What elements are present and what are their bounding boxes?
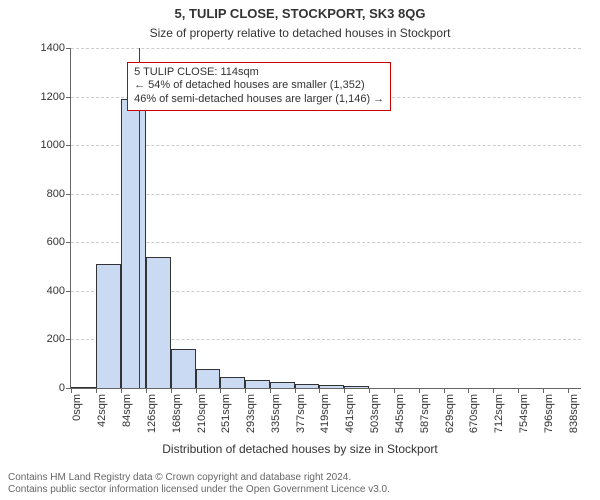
xtick-mark xyxy=(568,388,569,393)
grid-line xyxy=(71,48,581,49)
histogram-bar xyxy=(71,387,96,388)
histogram-bar xyxy=(295,384,320,388)
annotation-box: 5 TULIP CLOSE: 114sqm ← 54% of detached … xyxy=(127,62,391,111)
footer-line-2: Contains public sector information licen… xyxy=(8,484,592,496)
xtick-label: 796sqm xyxy=(543,394,555,433)
xtick-mark xyxy=(319,388,320,393)
xtick-label: 838sqm xyxy=(568,394,580,433)
grid-line xyxy=(71,242,581,243)
xtick-label: 377sqm xyxy=(295,394,307,433)
footer-line-1: Contains HM Land Registry data © Crown c… xyxy=(8,472,592,484)
xtick-mark xyxy=(171,388,172,393)
ytick-mark xyxy=(66,242,71,243)
histogram-bar xyxy=(196,369,220,388)
grid-line xyxy=(71,194,581,195)
ytick-mark xyxy=(66,145,71,146)
xtick-label: 126sqm xyxy=(146,394,158,433)
ytick-mark xyxy=(66,339,71,340)
plot-area: 02004006008001000120014000sqm42sqm84sqm1… xyxy=(70,48,581,389)
chart-subtitle: Size of property relative to detached ho… xyxy=(0,26,600,40)
xtick-mark xyxy=(419,388,420,393)
ytick-mark xyxy=(66,194,71,195)
histogram-bar xyxy=(96,264,121,388)
grid-line xyxy=(71,145,581,146)
xtick-mark xyxy=(394,388,395,393)
annotation-line-2: ← 54% of detached houses are smaller (1,… xyxy=(134,79,384,93)
xtick-label: 712sqm xyxy=(493,394,505,433)
xtick-label: 168sqm xyxy=(171,394,183,433)
xtick-mark xyxy=(96,388,97,393)
xtick-mark xyxy=(518,388,519,393)
xtick-label: 503sqm xyxy=(369,394,381,433)
histogram-bar xyxy=(319,385,344,388)
annotation-line-3: 46% of semi-detached houses are larger (… xyxy=(134,93,384,107)
xtick-mark xyxy=(543,388,544,393)
xtick-mark xyxy=(444,388,445,393)
ytick-label: 600 xyxy=(47,236,65,248)
chart-container: 5, TULIP CLOSE, STOCKPORT, SK3 8QG Size … xyxy=(0,0,600,500)
xtick-label: 210sqm xyxy=(196,394,208,433)
histogram-bar xyxy=(146,257,171,388)
histogram-bar xyxy=(121,99,146,388)
xtick-mark xyxy=(468,388,469,393)
ytick-mark xyxy=(66,97,71,98)
xtick-label: 629sqm xyxy=(444,394,456,433)
footer: Contains HM Land Registry data © Crown c… xyxy=(8,472,592,496)
xtick-label: 545sqm xyxy=(394,394,406,433)
xtick-label: 0sqm xyxy=(71,394,83,421)
ytick-label: 400 xyxy=(47,285,65,297)
annotation-line-1: 5 TULIP CLOSE: 114sqm xyxy=(134,66,384,80)
xtick-mark xyxy=(369,388,370,393)
xtick-mark xyxy=(121,388,122,393)
xtick-mark xyxy=(146,388,147,393)
xtick-label: 754sqm xyxy=(518,394,530,433)
histogram-bar xyxy=(171,349,196,388)
ytick-mark xyxy=(66,291,71,292)
histogram-bar xyxy=(270,382,295,388)
xtick-mark xyxy=(196,388,197,393)
xtick-label: 251sqm xyxy=(220,394,232,433)
xtick-mark xyxy=(270,388,271,393)
ytick-mark xyxy=(66,48,71,49)
xtick-label: 670sqm xyxy=(468,394,480,433)
histogram-bar xyxy=(344,386,369,388)
ytick-label: 800 xyxy=(47,188,65,200)
xtick-mark xyxy=(344,388,345,393)
ytick-label: 1400 xyxy=(41,42,65,54)
xtick-label: 335sqm xyxy=(270,394,282,433)
ytick-label: 1000 xyxy=(41,139,65,151)
xtick-label: 419sqm xyxy=(319,394,331,433)
histogram-bar xyxy=(245,380,270,389)
xtick-mark xyxy=(295,388,296,393)
xtick-mark xyxy=(493,388,494,393)
ytick-label: 0 xyxy=(59,382,65,394)
xtick-label: 293sqm xyxy=(245,394,257,433)
chart-title: 5, TULIP CLOSE, STOCKPORT, SK3 8QG xyxy=(0,6,600,21)
histogram-bar xyxy=(220,377,245,388)
ytick-label: 1200 xyxy=(41,91,65,103)
xtick-label: 587sqm xyxy=(419,394,431,433)
xtick-label: 42sqm xyxy=(96,394,108,427)
ytick-label: 200 xyxy=(47,333,65,345)
xtick-mark xyxy=(220,388,221,393)
x-axis-label: Distribution of detached houses by size … xyxy=(0,442,600,456)
xtick-label: 461sqm xyxy=(344,394,356,433)
xtick-mark xyxy=(71,388,72,393)
xtick-mark xyxy=(245,388,246,393)
xtick-label: 84sqm xyxy=(121,394,133,427)
